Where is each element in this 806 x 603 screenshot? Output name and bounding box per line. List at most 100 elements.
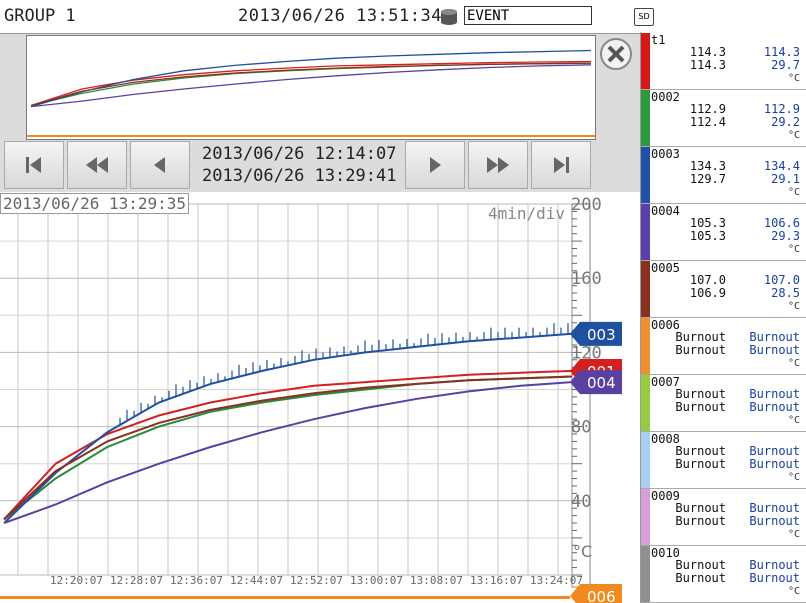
- skip-last-icon: [554, 157, 569, 173]
- close-icon: [607, 45, 625, 63]
- step-forward-button[interactable]: [405, 141, 465, 189]
- channel-value: Burnout: [749, 343, 800, 357]
- x-tick-label: 13:24:07: [530, 574, 583, 587]
- channel-value: 114.3: [689, 45, 726, 59]
- svg-text:004: 004: [587, 374, 616, 392]
- channel-name: 0005: [651, 261, 680, 275]
- channel-color-bar: [641, 546, 650, 602]
- channel-0002[interactable]: 0002 112.9 112.4 112.9 29.2 °C: [641, 90, 806, 147]
- channel-unit: °C: [787, 529, 800, 540]
- channel-name: 0010: [651, 546, 680, 560]
- cursor-time: 2013/06/26 13:29:35: [0, 193, 190, 214]
- channel-value: Burnout: [675, 558, 726, 572]
- y-tick-label: 120: [571, 343, 602, 363]
- channel-0006[interactable]: 0006 Burnout Burnout Burnout Burnout °C: [641, 318, 806, 375]
- rewind-icon: [86, 157, 108, 173]
- event-field[interactable]: EVENT: [464, 6, 592, 25]
- range-start: 2013/06/26 12:14:07: [202, 144, 397, 164]
- overview-line-004: [30, 64, 592, 108]
- channel-0008[interactable]: 0008 Burnout Burnout Burnout Burnout °C: [641, 432, 806, 489]
- channel-color-bar: [641, 489, 650, 545]
- series-line-004: [3, 381, 573, 525]
- channel-0009[interactable]: 0009 Burnout Burnout Burnout Burnout °C: [641, 489, 806, 546]
- channel-0003[interactable]: 0003 134.3 129.7 134.4 29.1 °C: [641, 147, 806, 204]
- channel-unit: °C: [787, 415, 800, 426]
- prev-icon: [154, 157, 165, 173]
- channel-value: 106.6: [763, 216, 800, 230]
- channel-0010[interactable]: 0010 Burnout Burnout Burnout Burnout °C: [641, 546, 806, 603]
- range-end: 2013/06/26 13:29:41: [202, 166, 397, 186]
- x-tick-label: 12:20:07: [50, 574, 103, 587]
- channel-value: 112.9: [763, 102, 800, 116]
- channel-value: 107.0: [689, 273, 726, 287]
- channel-color-bar: [641, 204, 650, 260]
- y-scale-ruler: [571, 203, 591, 588]
- channel-name: 0009: [651, 489, 680, 503]
- channel-value: 134.4: [763, 159, 800, 173]
- overview-trend[interactable]: [26, 35, 596, 140]
- current-datetime: 2013/06/26 13:51:34: [238, 6, 442, 26]
- jump-end-button[interactable]: [531, 141, 591, 189]
- channel-value: Burnout: [675, 387, 726, 401]
- channel-name: 0008: [651, 432, 680, 446]
- fast-forward-button[interactable]: [468, 141, 528, 189]
- channel-unit: °C: [787, 586, 800, 597]
- channel-0004[interactable]: 0004 105.3 105.3 106.6 29.3 °C: [641, 204, 806, 261]
- display-range: 2013/06/26 12:14:07 2013/06/26 13:29:41: [202, 143, 396, 187]
- channel-color-bar: [641, 432, 650, 488]
- channel-value: 134.3: [689, 159, 726, 173]
- y-axis-unit: °C: [573, 542, 592, 561]
- channel-value: Burnout: [749, 457, 800, 471]
- fast-forward-icon: [487, 157, 509, 173]
- channel-unit: °C: [787, 187, 800, 198]
- channel-value: 105.3: [689, 229, 726, 243]
- channel-name: 0007: [651, 375, 680, 389]
- channel-value: 29.7: [771, 58, 800, 72]
- x-tick-label: 12:28:07: [110, 574, 163, 587]
- channel-value: Burnout: [749, 501, 800, 515]
- y-tick-label: 200: [571, 195, 602, 215]
- channel-name: t1: [651, 33, 666, 47]
- channel-color-bar: [641, 90, 650, 146]
- svg-text:006: 006: [587, 588, 616, 603]
- close-button[interactable]: [600, 38, 632, 70]
- channel-0005[interactable]: 0005 107.0 106.9 107.0 28.5 °C: [641, 261, 806, 318]
- channel-value: Burnout: [675, 343, 726, 357]
- channel-value: Burnout: [675, 444, 726, 458]
- x-tick-label: 13:16:07: [470, 574, 523, 587]
- channel-color-bar: [641, 33, 650, 89]
- channel-value: 112.9: [689, 102, 726, 116]
- channel-value: Burnout: [749, 400, 800, 414]
- x-tick-label: 12:36:07: [170, 574, 223, 587]
- channel-name: 0006: [651, 318, 680, 332]
- channel-color-bar: [641, 147, 650, 203]
- channel-unit: °C: [787, 73, 800, 84]
- skip-first-icon: [26, 157, 41, 173]
- channel-value: 29.1: [771, 172, 800, 186]
- overview-line-003: [30, 49, 592, 108]
- channel-value: 114.3: [689, 58, 726, 72]
- channel-value: Burnout: [749, 558, 800, 572]
- channel-value: Burnout: [675, 330, 726, 344]
- trend-area: [0, 192, 640, 603]
- series-noise-003: [119, 323, 569, 425]
- series-line-005: [3, 375, 573, 521]
- channel-value: 106.9: [689, 286, 726, 300]
- group-title[interactable]: GROUP 1: [4, 6, 76, 26]
- x-tick-label: 12:44:07: [230, 574, 283, 587]
- chart-bottom-strip: [0, 596, 570, 599]
- fast-back-button[interactable]: [67, 141, 127, 189]
- channel-unit: °C: [787, 472, 800, 483]
- channel-value: 107.0: [763, 273, 800, 287]
- channel-value: Burnout: [749, 514, 800, 528]
- sd-card-icon: SD: [634, 8, 654, 26]
- channel-name: 0002: [651, 90, 680, 104]
- channel-0007[interactable]: 0007 Burnout Burnout Burnout Burnout °C: [641, 375, 806, 432]
- jump-start-button[interactable]: [4, 141, 64, 189]
- channel-t1[interactable]: t1 114.3 114.3 114.3 29.7 °C: [641, 33, 806, 90]
- step-back-button[interactable]: [130, 141, 190, 189]
- trend-chart[interactable]: 200 160 120 80 40 °C 12:20:07 12:28:07 12:36:07 1…: [0, 192, 640, 603]
- channel-unit: °C: [787, 358, 800, 369]
- channel-value: 129.7: [689, 172, 726, 186]
- channel-value: 28.5: [771, 286, 800, 300]
